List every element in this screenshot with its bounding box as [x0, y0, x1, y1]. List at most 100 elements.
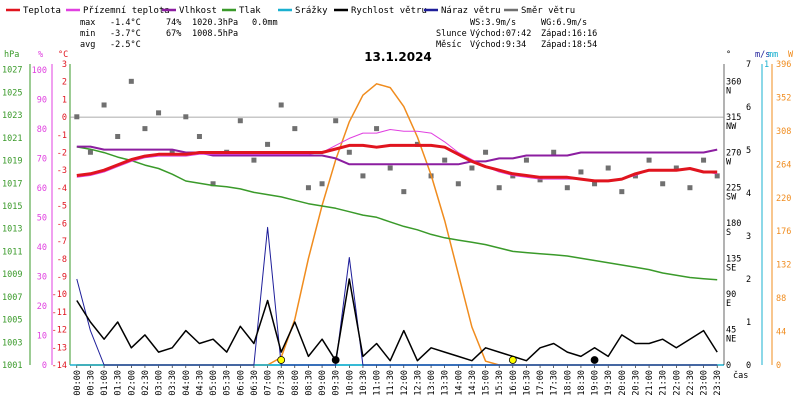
axis-w-label: W	[788, 50, 794, 60]
legend-label-0: Teplota	[23, 6, 61, 16]
tick-deg_ticks: 45	[726, 326, 736, 336]
tick-w_ticks: 308	[776, 127, 791, 137]
wind-direction-mark	[305, 185, 311, 191]
tick-pct_ticks: 80	[37, 125, 47, 135]
wind-direction-mark	[496, 185, 502, 191]
wind-direction-mark	[469, 165, 475, 171]
tick-hpa_ticks: 1015	[2, 202, 22, 212]
x-tick-label: 13:30	[441, 370, 451, 396]
stat-max-rain: 0.0mm	[252, 18, 278, 28]
stat-max-temp: -1.4°C	[110, 18, 141, 28]
tick-ms_ticks: 3	[746, 232, 751, 242]
x-tick-label: 23:30	[713, 370, 723, 396]
legend-label-3: Tlak	[239, 6, 261, 16]
moonrise-marker	[331, 356, 340, 364]
x-tick-label: 03:30	[168, 370, 178, 396]
wind-direction-mark	[455, 181, 461, 187]
x-tick-label: 14:30	[468, 370, 478, 396]
tick-c_ticks: -14	[52, 361, 67, 371]
tick-dir: E	[726, 299, 731, 309]
tick-c_ticks: -13	[52, 343, 67, 353]
tick-ms_ticks: 4	[746, 189, 751, 199]
axis-deg-label: °	[726, 50, 731, 60]
tick-ms_ticks: 6	[746, 103, 751, 113]
x-tick-label: 18:30	[577, 370, 587, 396]
x-tick-label: 00:00	[73, 370, 83, 396]
wind-direction-mark	[673, 165, 679, 171]
tick-w_ticks: 264	[776, 160, 791, 170]
tick-w_ticks: 88	[776, 294, 786, 304]
x-tick-label: 00:30	[86, 370, 96, 396]
stat-ws: WS:3.9m/s	[470, 18, 516, 28]
tick-c_ticks: 2	[62, 78, 67, 88]
x-tick-label: 09:30	[332, 370, 342, 396]
tick-dir: SE	[726, 264, 736, 274]
stat-sun-set: Západ:16:16	[541, 29, 597, 39]
tick-deg_ticks: 270	[726, 148, 741, 158]
x-tick-label: 02:30	[141, 370, 151, 396]
tick-w_ticks: 352	[776, 93, 791, 103]
axis-hpa-label: hPa	[4, 50, 19, 60]
tick-c_ticks: -12	[52, 326, 67, 336]
stat-avg-label: avg	[80, 40, 95, 50]
series-line-tlak	[76, 146, 718, 281]
wind-direction-mark	[483, 149, 489, 155]
x-tick-label: 15:00	[482, 370, 492, 396]
stat-max-label: max	[80, 18, 95, 28]
tick-c_ticks: -3	[57, 166, 67, 176]
tick-hpa_ticks: 1007	[2, 293, 22, 303]
wind-direction-mark	[196, 133, 202, 139]
moonset-marker	[590, 356, 599, 364]
tick-hpa_ticks: 1001	[2, 361, 22, 371]
tick-hpa_ticks: 1005	[2, 316, 22, 326]
x-tick-label: 21:30	[659, 370, 669, 396]
wind-direction-mark	[169, 149, 175, 155]
tick-hpa_ticks: 1017	[2, 179, 22, 189]
tick-c_ticks: -8	[57, 255, 67, 265]
wind-direction-mark	[537, 177, 543, 183]
tick-ms_ticks: 0	[746, 361, 751, 371]
tick-dir: W	[726, 157, 732, 167]
wind-direction-mark	[237, 118, 243, 124]
wind-direction-mark	[265, 141, 271, 147]
x-tick-label: 09:00	[318, 370, 328, 396]
stat-moon-set: Západ:18:54	[541, 40, 597, 50]
x-tick-label: 22:00	[672, 370, 682, 396]
x-tick-label: 12:00	[400, 370, 410, 396]
axis-x-label: čas	[733, 370, 748, 381]
x-tick-label: 10:30	[359, 370, 369, 396]
axis-pct-label: %	[38, 50, 43, 60]
stat-max-hum: 74%	[166, 18, 181, 28]
x-tick-label: 17:00	[536, 370, 546, 396]
x-tick-label: 10:00	[345, 370, 355, 396]
x-tick-label: 04:00	[182, 370, 192, 396]
tick-deg_ticks: 225	[726, 184, 741, 194]
tick-pct_ticks: 30	[37, 272, 47, 282]
stat-min-label: min	[80, 29, 95, 39]
x-tick-label: 07:00	[264, 370, 274, 396]
stat-avg-temp: -2.5°C	[110, 40, 141, 50]
wind-direction-mark	[87, 149, 93, 155]
tick-hpa_ticks: 1011	[2, 247, 22, 257]
tick-c_ticks: -9	[57, 272, 67, 282]
wind-direction-mark	[687, 185, 693, 191]
tick-deg_ticks: 90	[726, 290, 736, 300]
wind-direction-mark	[646, 157, 652, 163]
x-tick-label: 06:00	[236, 370, 246, 396]
x-tick-label: 11:30	[386, 370, 396, 396]
tick-c_ticks: 0	[62, 113, 67, 123]
wind-direction-mark	[387, 165, 393, 171]
tick-hpa_ticks: 1019	[2, 157, 22, 167]
tick-pct_ticks: 20	[37, 302, 47, 312]
wind-direction-mark	[183, 114, 189, 120]
tick-w_ticks: 0	[776, 361, 781, 371]
tick-pct_ticks: 90	[37, 95, 47, 105]
wind-direction-mark	[551, 149, 557, 155]
tick-c_ticks: -11	[52, 308, 67, 318]
tick-c_ticks: -6	[57, 219, 67, 229]
x-tick-label: 22:30	[686, 370, 696, 396]
x-tick-label: 07:30	[277, 370, 287, 396]
tick-ms_ticks: 7	[746, 60, 751, 70]
wind-direction-mark	[156, 110, 162, 116]
